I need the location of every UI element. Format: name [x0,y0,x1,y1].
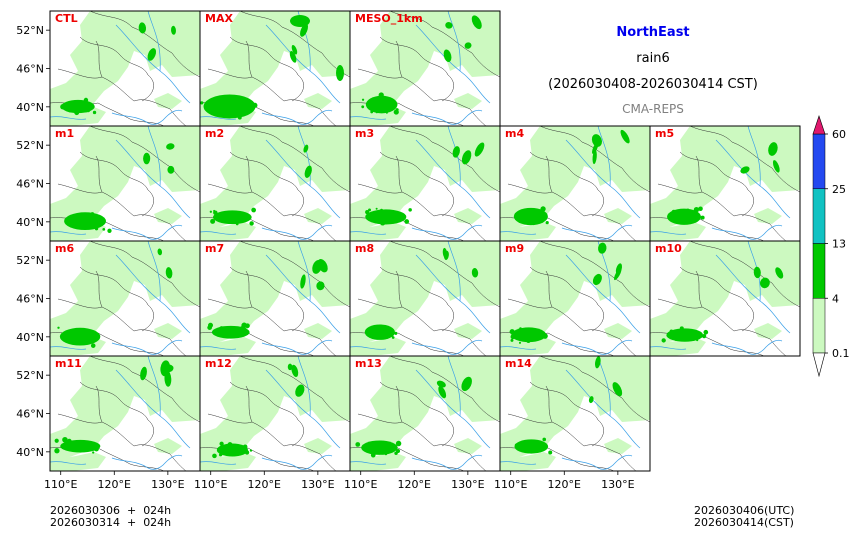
map-panel-m9: m9 [499,240,651,357]
colorbar-segment [812,298,826,354]
chart-source: CMA-REPS [622,102,684,116]
panel-label: m10 [655,242,682,255]
panel-label: m13 [355,357,382,370]
lon-tick-label: 130°E [601,478,634,491]
map-panel-m8: m8 [349,240,501,357]
colorbar-extend-min [812,352,826,378]
panel-label: m9 [505,242,524,255]
rain-core-m9 [511,327,547,343]
colorbar-level-label: 25 [832,183,846,196]
lat-tick-label: 52°N [16,369,44,382]
colorbar-level-label: 60 [832,128,846,141]
lon-tick-label: 130°E [151,478,184,491]
colorbar-level-label: 13 [832,238,846,251]
lon-tick-label: 120°E [548,478,581,491]
footer-left-line-2: 2026030314 + 024h [50,516,172,529]
map-panel-m13: m13 [349,355,501,472]
lat-tick-label: 40°N [16,331,44,344]
title-block: NorthEast rain6 (2026030408-2026030414 C… [520,24,786,117]
panel-label: m14 [505,357,532,370]
panel-label: m2 [205,127,224,140]
rain-core-m10 [666,328,704,342]
footer-left-line-1: 2026030306 + 024h [50,504,172,517]
map-panel-m7: m7 [199,240,351,357]
map-panel-m10: m10 [649,240,801,357]
lon-tick-label: 110°E [194,478,227,491]
rain-core-max [203,94,256,119]
colorbar-extend-max [812,115,826,135]
lat-tick-label: 46°N [16,408,44,421]
lat-tick-label: 40°N [16,446,44,459]
rain-core-m14 [514,439,549,454]
lon-tick-label: 110°E [44,478,77,491]
lat-tick-label: 40°N [16,216,44,229]
colorbar-segment [812,243,826,299]
panel-label: m4 [505,127,524,140]
panel-label: m5 [655,127,674,140]
panel-label: m7 [205,242,224,255]
axes-layer: 52°N 46°N 40°N 52°N 46°N 40°N 52°N 46°N 40°N 52°N… [16,24,634,491]
lat-tick-label: 46°N [16,293,44,306]
footer-right: 2026030406(UTC) 2026030414(CST) [694,505,794,529]
panel-label: m11 [55,357,82,370]
rain-core-m6 [59,327,101,346]
footer-left: 2026030306 + 024h 2026030314 + 024h [50,505,171,529]
chart-period: (2026030408-2026030414 CST) [548,77,758,92]
panel-label: m8 [355,242,374,255]
map-panel-m12: m12 [199,355,351,472]
map-panel-m11: m11 [49,355,201,472]
lon-tick-label: 110°E [494,478,527,491]
colorbar-segment [812,188,826,244]
colorbar-segment [812,133,826,189]
panel-label: MESO_1km [355,12,423,25]
lat-tick-label: 52°N [16,139,44,152]
panel-label: CTL [55,12,78,25]
colorbar: 0.1 4 13 25 60 [812,115,850,378]
panels-layer: CTL MAX MESO_1km m1 m2 m3 m4 m5 m6 m7 m8 m9 m10 m11 m1… [49,10,801,472]
map-panel-m5: m5 [649,125,801,242]
chart-variable: rain6 [636,51,670,66]
panel-label: m12 [205,357,232,370]
chart-title: NorthEast [616,25,690,40]
map-panel-m6: m6 [49,240,201,357]
lon-tick-label: 130°E [451,478,484,491]
map-panel-m4: m4 [499,125,651,242]
lat-tick-label: 52°N [16,24,44,37]
lon-tick-label: 110°E [344,478,377,491]
map-panel-meso-1km: MESO_1km [349,10,501,127]
map-panel-max: MAX [199,10,351,127]
panel-label: m1 [55,127,74,140]
map-panel-ctl: CTL [49,10,201,127]
map-panel-m1: m1 [49,125,201,242]
panel-label: m6 [55,242,74,255]
panel-label: m3 [355,127,374,140]
map-panel-m3: m3 [349,125,501,242]
lon-tick-label: 120°E [398,478,431,491]
footer-right-line-1: 2026030406(UTC) [694,504,795,517]
colorbar-level-label: 4 [832,292,839,305]
lat-tick-label: 40°N [16,101,44,114]
map-panel-m2: m2 [199,125,351,242]
lon-tick-label: 120°E [248,478,281,491]
map-panel-m14: m14 [499,355,651,472]
lat-tick-label: 46°N [16,63,44,76]
lat-tick-label: 52°N [16,254,44,267]
colorbar-level-label: 0.1 [832,347,850,360]
footer-right-line-2: 2026030414(CST) [694,516,794,529]
lon-tick-label: 120°E [98,478,131,491]
panel-label: MAX [205,12,233,25]
rain-core-m3 [365,209,407,225]
lat-tick-label: 46°N [16,178,44,191]
rain-core-m2 [212,210,252,225]
lon-tick-label: 130°E [301,478,334,491]
rain-core-meso_1km [365,95,398,114]
